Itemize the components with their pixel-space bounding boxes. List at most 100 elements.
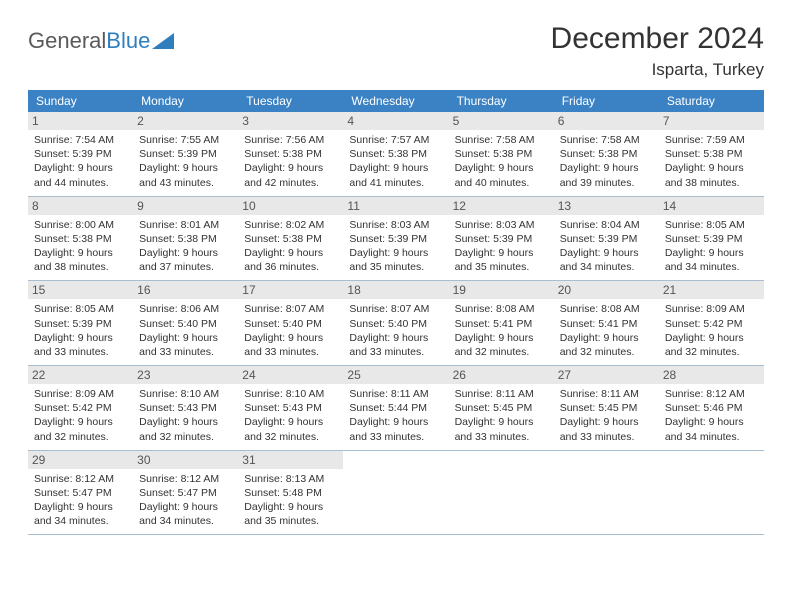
day-number: 22 <box>28 366 133 384</box>
day-detail: Sunrise: 8:01 AMSunset: 5:38 PMDaylight:… <box>139 218 232 275</box>
day-detail: Sunrise: 8:13 AMSunset: 5:48 PMDaylight:… <box>244 472 337 529</box>
day-detail: Sunrise: 8:06 AMSunset: 5:40 PMDaylight:… <box>139 302 232 359</box>
day-number: 25 <box>343 366 448 384</box>
day-number: 23 <box>133 366 238 384</box>
day-number: 27 <box>554 366 659 384</box>
empty-cell <box>659 451 764 535</box>
day-cell: 13 Sunrise: 8:04 AMSunset: 5:39 PMDayligh… <box>554 197 659 281</box>
day-cell: 28 Sunrise: 8:12 AMSunset: 5:46 PMDayligh… <box>659 366 764 450</box>
day-detail: Sunrise: 8:05 AMSunset: 5:39 PMDaylight:… <box>34 302 127 359</box>
day-number: 17 <box>238 281 343 299</box>
day-cell: 14 Sunrise: 8:05 AMSunset: 5:39 PMDayligh… <box>659 197 764 281</box>
day-number: 15 <box>28 281 133 299</box>
day-cell: 4 Sunrise: 7:57 AMSunset: 5:38 PMDaylight… <box>343 112 448 196</box>
day-detail: Sunrise: 8:11 AMSunset: 5:44 PMDaylight:… <box>349 387 442 444</box>
day-detail: Sunrise: 8:12 AMSunset: 5:47 PMDaylight:… <box>34 472 127 529</box>
day-detail: Sunrise: 7:56 AMSunset: 5:38 PMDaylight:… <box>244 133 337 190</box>
header: GeneralBlue December 2024 Isparta, Turke… <box>28 22 764 80</box>
day-detail: Sunrise: 8:04 AMSunset: 5:39 PMDaylight:… <box>560 218 653 275</box>
day-cell: 3 Sunrise: 7:56 AMSunset: 5:38 PMDaylight… <box>238 112 343 196</box>
day-cell: 17 Sunrise: 8:07 AMSunset: 5:40 PMDayligh… <box>238 281 343 365</box>
month-title: December 2024 <box>551 22 764 56</box>
day-cell: 2Sunrise: 7:55 AMSunset: 5:39 PMDaylight… <box>133 112 238 196</box>
day-cell: 8 Sunrise: 8:00 AMSunset: 5:38 PMDaylight… <box>28 197 133 281</box>
day-cell: 12Sunrise: 8:03 AMSunset: 5:39 PMDayligh… <box>449 197 554 281</box>
logo: GeneralBlue <box>28 22 174 54</box>
calendar-page: GeneralBlue December 2024 Isparta, Turke… <box>0 0 792 557</box>
week-row: 15 Sunrise: 8:05 AMSunset: 5:39 PMDayligh… <box>28 281 764 366</box>
day-detail: Sunrise: 8:11 AMSunset: 5:45 PMDaylight:… <box>560 387 653 444</box>
day-cell: 6Sunrise: 7:58 AMSunset: 5:38 PMDaylight… <box>554 112 659 196</box>
day-detail: Sunrise: 7:54 AMSunset: 5:39 PMDaylight:… <box>34 133 127 190</box>
week-row: 22 Sunrise: 8:09 AMSunset: 5:42 PMDayligh… <box>28 366 764 451</box>
day-detail: Sunrise: 8:08 AMSunset: 5:41 PMDaylight:… <box>560 302 653 359</box>
day-cell: 1 Sunrise: 7:54 AMSunset: 5:39 PMDaylight… <box>28 112 133 196</box>
day-number: 24 <box>238 366 343 384</box>
day-detail: Sunrise: 8:12 AMSunset: 5:46 PMDaylight:… <box>665 387 758 444</box>
day-number: 7 <box>659 112 764 130</box>
week-row: 29 Sunrise: 8:12 AMSunset: 5:47 PMDayligh… <box>28 451 764 536</box>
week-row: 8 Sunrise: 8:00 AMSunset: 5:38 PMDaylight… <box>28 197 764 282</box>
logo-text-1: General <box>28 28 106 54</box>
day-number: 12 <box>449 197 554 215</box>
weekday-cell: Saturday <box>659 90 764 112</box>
day-number: 31 <box>238 451 343 469</box>
day-cell: 30 Sunrise: 8:12 AMSunset: 5:47 PMDayligh… <box>133 451 238 535</box>
day-detail: Sunrise: 7:55 AMSunset: 5:39 PMDaylight:… <box>139 133 232 190</box>
day-cell: 23 Sunrise: 8:10 AMSunset: 5:43 PMDayligh… <box>133 366 238 450</box>
day-number: 29 <box>28 451 133 469</box>
day-detail: Sunrise: 7:58 AMSunset: 5:38 PMDaylight:… <box>560 133 653 190</box>
weekday-cell: Thursday <box>449 90 554 112</box>
day-number: 28 <box>659 366 764 384</box>
day-number: 16 <box>133 281 238 299</box>
day-detail: Sunrise: 7:57 AMSunset: 5:38 PMDaylight:… <box>349 133 442 190</box>
day-number: 1 <box>28 112 133 130</box>
day-detail: Sunrise: 8:00 AMSunset: 5:38 PMDaylight:… <box>34 218 127 275</box>
day-number: 13 <box>554 197 659 215</box>
weekday-cell: Tuesday <box>238 90 343 112</box>
day-cell: 29 Sunrise: 8:12 AMSunset: 5:47 PMDayligh… <box>28 451 133 535</box>
day-number: 11 <box>343 197 448 215</box>
weekday-cell: Sunday <box>28 90 133 112</box>
weekday-header-row: SundayMondayTuesdayWednesdayThursdayFrid… <box>28 90 764 112</box>
day-detail: Sunrise: 8:10 AMSunset: 5:43 PMDaylight:… <box>139 387 232 444</box>
day-detail: Sunrise: 8:02 AMSunset: 5:38 PMDaylight:… <box>244 218 337 275</box>
title-block: December 2024 Isparta, Turkey <box>551 22 764 80</box>
weekday-cell: Friday <box>554 90 659 112</box>
day-cell: 20 Sunrise: 8:08 AMSunset: 5:41 PMDayligh… <box>554 281 659 365</box>
day-cell: 24 Sunrise: 8:10 AMSunset: 5:43 PMDayligh… <box>238 366 343 450</box>
day-detail: Sunrise: 7:58 AMSunset: 5:38 PMDaylight:… <box>455 133 548 190</box>
week-row: 1 Sunrise: 7:54 AMSunset: 5:39 PMDaylight… <box>28 112 764 197</box>
day-cell: 21Sunrise: 8:09 AMSunset: 5:42 PMDayligh… <box>659 281 764 365</box>
day-cell: 10Sunrise: 8:02 AMSunset: 5:38 PMDayligh… <box>238 197 343 281</box>
location: Isparta, Turkey <box>551 60 764 80</box>
logo-triangle-icon <box>152 33 174 49</box>
day-cell: 31 Sunrise: 8:13 AMSunset: 5:48 PMDayligh… <box>238 451 343 535</box>
day-detail: Sunrise: 8:03 AMSunset: 5:39 PMDaylight:… <box>349 218 442 275</box>
day-detail: Sunrise: 8:07 AMSunset: 5:40 PMDaylight:… <box>349 302 442 359</box>
day-detail: Sunrise: 8:10 AMSunset: 5:43 PMDaylight:… <box>244 387 337 444</box>
day-number: 30 <box>133 451 238 469</box>
day-number: 20 <box>554 281 659 299</box>
day-number: 8 <box>28 197 133 215</box>
day-number: 9 <box>133 197 238 215</box>
day-detail: Sunrise: 8:12 AMSunset: 5:47 PMDaylight:… <box>139 472 232 529</box>
day-cell: 25 Sunrise: 8:11 AMSunset: 5:44 PMDayligh… <box>343 366 448 450</box>
day-detail: Sunrise: 8:08 AMSunset: 5:41 PMDaylight:… <box>455 302 548 359</box>
day-cell: 26Sunrise: 8:11 AMSunset: 5:45 PMDayligh… <box>449 366 554 450</box>
day-detail: Sunrise: 8:09 AMSunset: 5:42 PMDaylight:… <box>34 387 127 444</box>
day-detail: Sunrise: 8:07 AMSunset: 5:40 PMDaylight:… <box>244 302 337 359</box>
day-cell: 27 Sunrise: 8:11 AMSunset: 5:45 PMDayligh… <box>554 366 659 450</box>
day-number: 18 <box>343 281 448 299</box>
day-detail: Sunrise: 8:05 AMSunset: 5:39 PMDaylight:… <box>665 218 758 275</box>
day-cell: 16 Sunrise: 8:06 AMSunset: 5:40 PMDayligh… <box>133 281 238 365</box>
day-number: 26 <box>449 366 554 384</box>
empty-cell <box>554 451 659 535</box>
empty-cell <box>449 451 554 535</box>
day-cell: 11 Sunrise: 8:03 AMSunset: 5:39 PMDayligh… <box>343 197 448 281</box>
day-number: 14 <box>659 197 764 215</box>
day-number: 3 <box>238 112 343 130</box>
day-cell: 22 Sunrise: 8:09 AMSunset: 5:42 PMDayligh… <box>28 366 133 450</box>
day-number: 4 <box>343 112 448 130</box>
day-cell: 9 Sunrise: 8:01 AMSunset: 5:38 PMDaylight… <box>133 197 238 281</box>
